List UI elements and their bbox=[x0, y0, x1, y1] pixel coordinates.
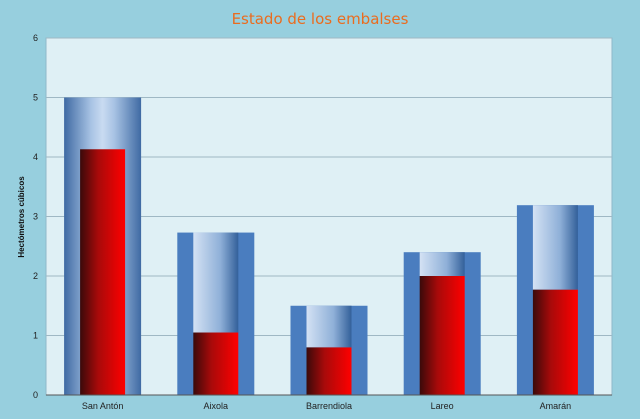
empty-volume-segment bbox=[419, 252, 465, 276]
current-volume-bar bbox=[80, 149, 126, 395]
x-tick-label: Aixola bbox=[204, 401, 229, 411]
current-volume-bar bbox=[193, 332, 239, 395]
bars bbox=[64, 97, 594, 395]
empty-volume-segment bbox=[532, 205, 578, 290]
current-volume-bar bbox=[532, 289, 578, 395]
y-tick-label: 4 bbox=[33, 152, 38, 162]
chart-title: Estado de los embalses bbox=[232, 10, 409, 28]
y-axis-ticks: 0 1 2 3 4 5 6 bbox=[33, 33, 38, 400]
y-tick-label: 6 bbox=[33, 33, 38, 43]
y-tick-label: 3 bbox=[33, 212, 38, 222]
current-volume-bar bbox=[306, 347, 352, 395]
empty-volume-segment bbox=[306, 305, 352, 348]
y-tick-label: 5 bbox=[33, 93, 38, 103]
x-tick-label: Amarán bbox=[540, 401, 572, 411]
y-axis-label: Hectómetros cúbicos bbox=[17, 176, 26, 258]
y-tick-label: 2 bbox=[33, 271, 38, 281]
y-tick-label: 0 bbox=[33, 390, 38, 400]
x-axis-labels: San Antón Aixola Barrendiola Lareo Amarán bbox=[82, 401, 571, 411]
x-tick-label: Lareo bbox=[431, 401, 454, 411]
y-tick-label: 1 bbox=[33, 331, 38, 341]
empty-volume-segment bbox=[193, 232, 239, 333]
current-volume-bar bbox=[419, 276, 465, 395]
x-tick-label: San Antón bbox=[82, 401, 124, 411]
x-tick-label: Barrendiola bbox=[306, 401, 352, 411]
